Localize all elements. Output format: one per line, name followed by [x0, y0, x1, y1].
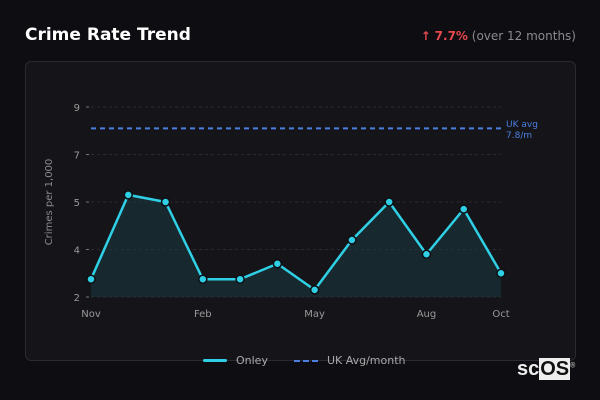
series-area [91, 194, 501, 297]
legend-label: UK Avg/month [326, 354, 406, 367]
legend-label: Onley [236, 354, 268, 367]
y-tick-label: 9 [74, 103, 80, 114]
data-point[interactable] [160, 197, 171, 207]
data-point[interactable] [309, 285, 320, 295]
y-tick-label: 7 [74, 151, 80, 162]
data-point[interactable] [198, 274, 208, 284]
y-tick-label: 5 [74, 198, 80, 209]
trend-change: ↑ 7.7% (over 12 months) [421, 29, 576, 43]
data-point[interactable] [347, 235, 357, 245]
data-point[interactable] [235, 274, 245, 284]
x-tick-label: May [304, 309, 325, 320]
legend: Onley UK Avg/month [203, 354, 406, 367]
change-period: (over 12 months) [471, 29, 576, 43]
solid-line-swatch-icon [203, 359, 227, 362]
data-point[interactable] [458, 204, 469, 214]
reference-value-label: 7.8/m [506, 131, 532, 141]
scos-logo: scOS® [517, 358, 576, 380]
x-tick-label: Oct [492, 309, 509, 320]
x-tick-label: Nov [81, 309, 101, 320]
y-axis-label: Crimes per 1,000 [44, 159, 55, 246]
dashed-line-swatch-icon [293, 359, 318, 362]
legend-item-uk-avg[interactable]: UK Avg/month [293, 354, 406, 367]
data-point[interactable] [421, 249, 432, 259]
data-point[interactable] [384, 197, 394, 207]
y-tick-label: 2 [74, 293, 80, 304]
data-point[interactable] [272, 259, 283, 269]
series-line [89, 193, 503, 292]
x-tick-label: Feb [194, 309, 212, 320]
chart-card [25, 61, 576, 361]
y-tick-label: 4 [74, 246, 80, 257]
page-title: Crime Rate Trend [25, 25, 191, 45]
data-point[interactable] [86, 274, 96, 284]
data-point[interactable] [123, 190, 134, 200]
trend-up-arrow-icon: ↑ [420, 29, 431, 43]
change-value: 7.7% [434, 29, 468, 43]
legend-item-onley[interactable]: Onley [203, 354, 268, 367]
reference-label: UK avg [506, 120, 538, 130]
data-point[interactable] [496, 268, 506, 278]
x-tick-label: Aug [417, 309, 437, 320]
